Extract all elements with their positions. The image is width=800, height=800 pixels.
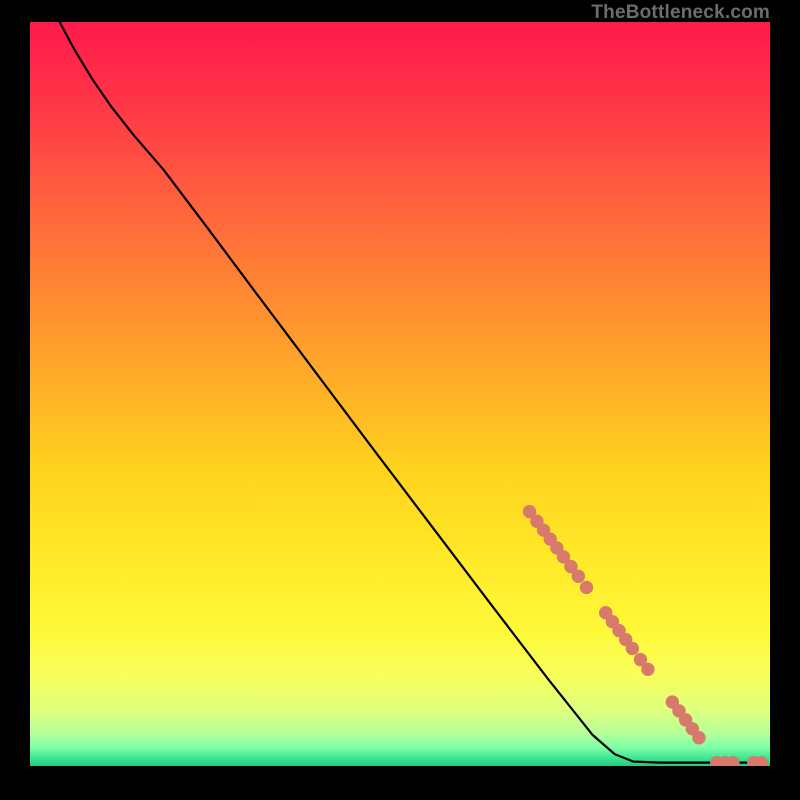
chart-frame: TheBottleneck.com <box>0 0 800 800</box>
data-point <box>642 663 654 675</box>
data-point <box>626 642 638 654</box>
data-point <box>572 570 584 582</box>
gradient-background <box>30 22 770 766</box>
attribution-text: TheBottleneck.com <box>591 2 770 24</box>
data-point <box>727 756 739 766</box>
data-point <box>693 732 705 744</box>
data-point <box>580 581 592 593</box>
plot-area <box>30 22 770 766</box>
chart-svg <box>30 22 770 766</box>
data-point <box>755 756 767 766</box>
